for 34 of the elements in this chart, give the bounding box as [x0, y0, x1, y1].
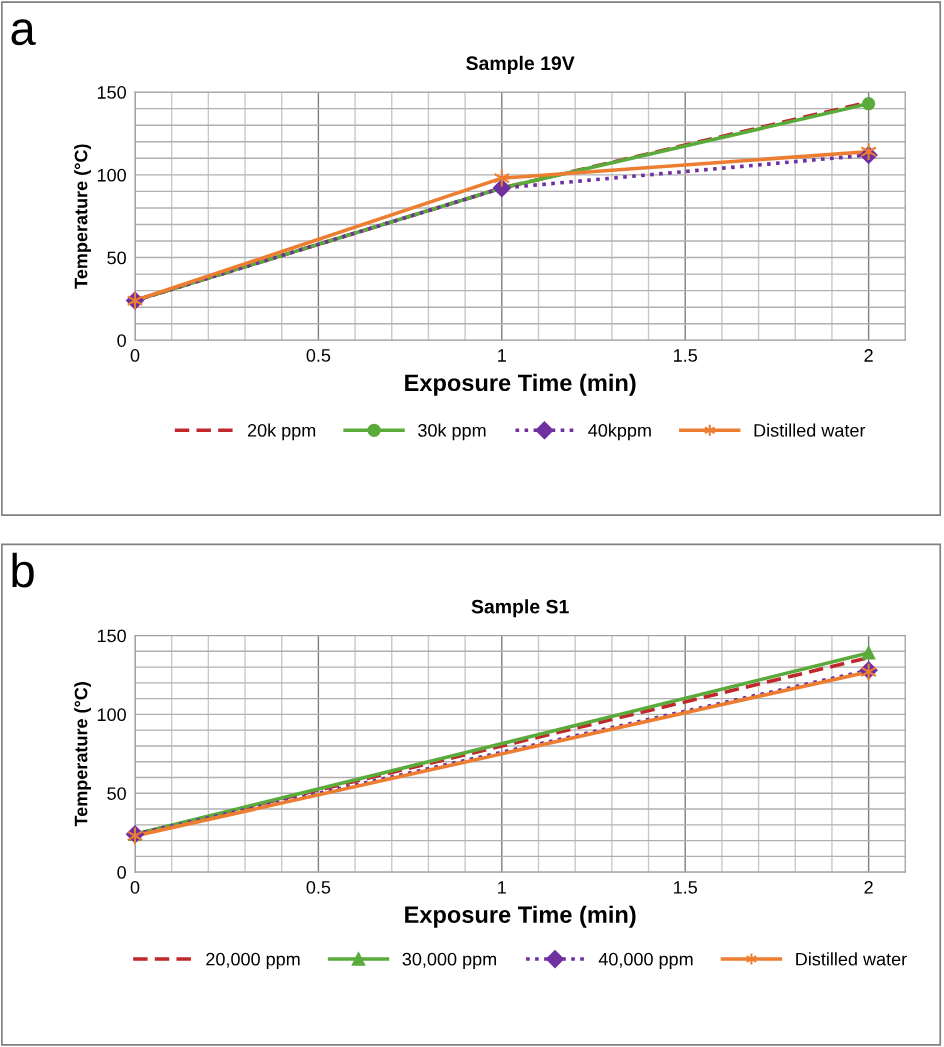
x-tick-label: 1 [498, 881, 506, 894]
legend-label: 40,000 ppm [598, 952, 693, 970]
x-axis-title: Exposure Time (min) [405, 373, 636, 396]
y-tick-label: 50 [107, 787, 126, 800]
x-axis-title: Exposure Time (min) [405, 905, 636, 928]
chart-title: Sample S1 [471, 599, 569, 618]
y-tick-label: 100 [97, 168, 126, 182]
y-tick-label: 0 [117, 334, 126, 347]
legend-label: Distilled water [796, 952, 907, 966]
x-tick-label: 0.5 [306, 349, 331, 362]
x-tick-label: 1.5 [674, 881, 697, 894]
legend-label: 30k ppm [418, 423, 486, 441]
x-tick-label: 1 [498, 349, 506, 362]
legend-label: 40kppm [588, 423, 651, 441]
y-tick-label: 0 [117, 866, 126, 879]
legend-label: Distilled water [754, 423, 866, 437]
chart-title: Sample 19V [466, 55, 575, 74]
y-tick-label: 50 [107, 251, 126, 265]
y-axis-title: Temperature (°C) [74, 144, 91, 289]
text: b [12, 552, 34, 588]
legend-label: 20,000 ppm [206, 952, 300, 970]
x-tick-label: 0.5 [306, 880, 331, 894]
x-tick-label: 2 [864, 880, 873, 894]
x-tick-label: 2 [864, 349, 873, 362]
x-tick-label: 0 [130, 349, 140, 362]
x-tick-label: 0 [130, 880, 140, 894]
legend-label: 20k ppm [247, 423, 316, 441]
x-tick-label: 1.5 [674, 349, 697, 362]
text: a [11, 19, 36, 46]
y-tick-label: 150 [97, 629, 126, 643]
y-tick-label: 150 [97, 86, 126, 99]
y-tick-label: 100 [97, 708, 126, 722]
legend-label: 30,000 ppm [402, 952, 497, 970]
y-axis-title: Temperature (°C) [74, 682, 91, 827]
